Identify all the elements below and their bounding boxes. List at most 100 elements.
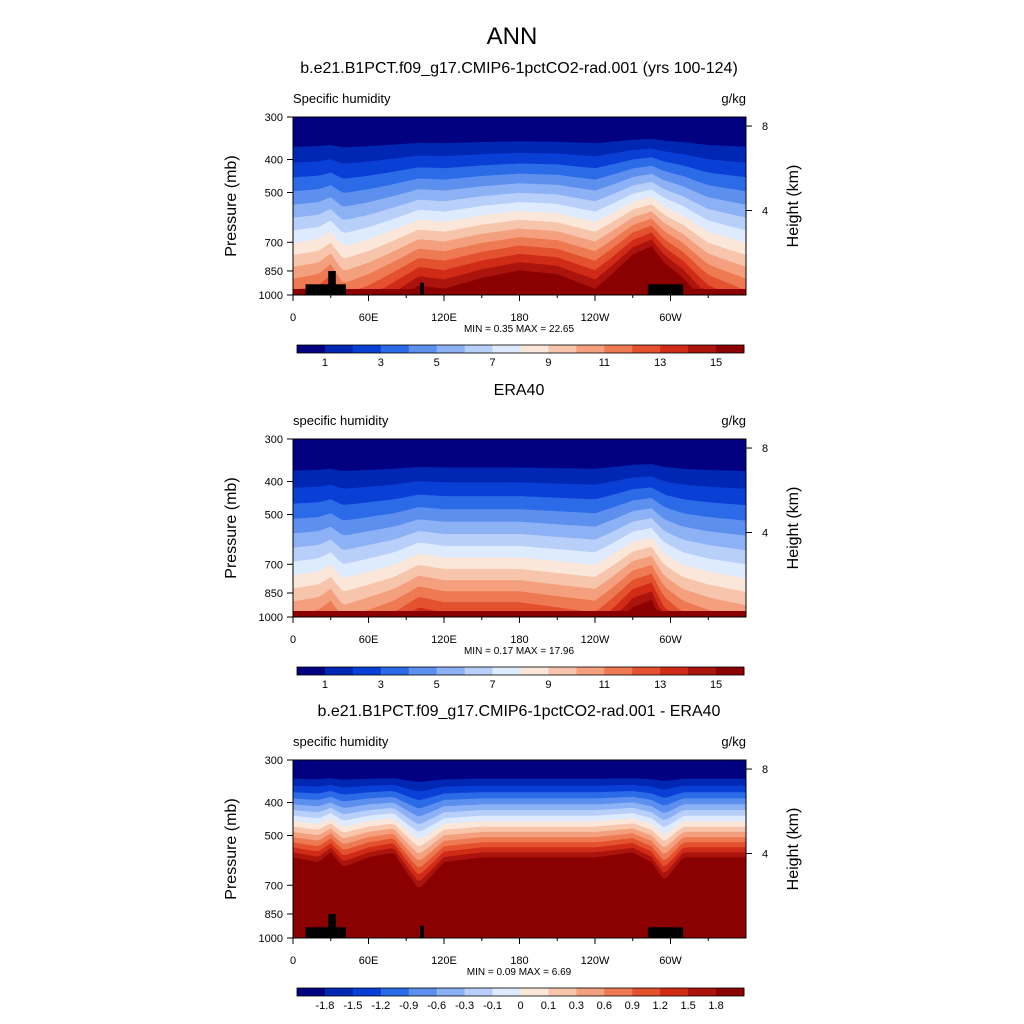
colorbar: 1 3 5 7 9 11 13 15 [296, 666, 745, 691]
colorbar-label: 9 [545, 679, 551, 691]
terrain-mask [420, 282, 424, 295]
colorbar-swatch [520, 667, 549, 675]
units-label: g/kg [721, 413, 746, 428]
colorbar-swatch [520, 345, 549, 353]
colorbar-swatch [297, 667, 326, 675]
y-tick-label: 700 [265, 880, 283, 892]
x-tick-label: 0 [290, 955, 296, 967]
colorbar-label: 11 [599, 679, 610, 691]
field-label: specific humidity [293, 413, 389, 428]
y-tick-label: 1000 [259, 290, 283, 302]
x-tick-label: 60W [659, 312, 682, 324]
terrain-mask [420, 925, 424, 938]
field-label: Specific humidity [293, 91, 391, 106]
colorbar-label: 0 [517, 1000, 523, 1012]
colorbar-label: 13 [654, 679, 666, 691]
y-axis-label: Pressure (mb) [223, 798, 240, 899]
chart-panel-1: b.e21.B1PCT.f09_g17.CMIP6-1pctCO2-rad.00… [223, 60, 802, 369]
x-tick-label: 180 [510, 634, 528, 646]
y-axis-label: Pressure (mb) [223, 477, 240, 578]
colorbar: 1 3 5 7 9 11 13 15 [296, 344, 745, 369]
colorbar-swatch [297, 988, 326, 996]
colorbar-swatch [688, 988, 717, 996]
colorbar-label: 1.2 [653, 1000, 668, 1012]
colorbar-swatch [660, 345, 689, 353]
colorbar-label: 15 [710, 357, 722, 369]
y-tick-label: 400 [265, 155, 283, 167]
x-tick-label: 120W [581, 634, 610, 646]
colorbar-label: 0.3 [569, 1000, 584, 1012]
y2-tick-label: 8 [762, 121, 768, 133]
colorbar-swatch [716, 667, 745, 675]
y-tick-label: 300 [265, 112, 283, 124]
x-tick-label: 120E [431, 634, 457, 646]
colorbar-swatch [408, 667, 438, 675]
colorbar-swatch [632, 667, 661, 675]
colorbar-swatch [520, 988, 549, 996]
colorbar-label: 0.1 [541, 1000, 556, 1012]
y2-tick-label: 8 [762, 443, 768, 455]
colorbar-label: -1.8 [315, 1000, 334, 1012]
colorbar-swatch [380, 345, 410, 353]
terrain-mask [647, 927, 684, 938]
x-tick-label: 0 [290, 634, 296, 646]
colorbar-swatch [464, 667, 493, 675]
contour-band [293, 246, 746, 295]
colorbar-swatch [716, 988, 745, 996]
colorbar-label: 7 [490, 679, 496, 691]
x-tick-label: 120E [431, 955, 457, 967]
colorbar-label: 1 [322, 357, 328, 369]
contour-fill [293, 117, 746, 295]
terrain-mask [328, 270, 336, 295]
colorbar-swatch [660, 667, 689, 675]
y-tick-label: 700 [265, 559, 283, 571]
x-tick-label: 120W [581, 955, 610, 967]
colorbar-label: 1.5 [680, 1000, 695, 1012]
y-tick-label: 1000 [259, 612, 283, 624]
y2-axis-label: Height (km) [785, 808, 802, 891]
panels: b.e21.B1PCT.f09_g17.CMIP6-1pctCO2-rad.00… [223, 60, 802, 1012]
y-tick-label: 300 [265, 434, 283, 446]
y2-axis-label: Height (km) [785, 165, 802, 248]
stats-label: MIN = 0.17 MAX = 17.96 [464, 646, 574, 657]
colorbar-swatch [352, 988, 382, 996]
terrain-mask [328, 913, 336, 938]
y-tick-label: 500 [265, 188, 283, 200]
colorbar-swatch [632, 345, 661, 353]
colorbar-swatch [604, 345, 633, 353]
colorbar-swatch [297, 345, 326, 353]
colorbar-swatch [408, 988, 438, 996]
colorbar-swatch [604, 988, 633, 996]
colorbar-swatch [604, 667, 633, 675]
colorbar-swatch [492, 988, 521, 996]
colorbar: -1.8 -1.5 -1.2 -0.9 -0.6 -0.3 -0.1 0 0.1 0.3 0.6 0.… [296, 987, 745, 1012]
terrain-mask [305, 284, 346, 295]
colorbar-label: 0.9 [625, 1000, 640, 1012]
colorbar-label: 11 [599, 357, 610, 369]
terrain-mask [647, 284, 684, 295]
y-tick-label: 500 [265, 510, 283, 522]
colorbar-label: -1.5 [343, 1000, 362, 1012]
colorbar-swatch [436, 345, 466, 353]
colorbar-frame [296, 666, 745, 676]
colorbar-swatch [548, 345, 577, 353]
contour-band [293, 599, 746, 617]
y2-tick-label: 8 [762, 764, 768, 776]
y-tick-label: 850 [265, 266, 283, 278]
colorbar-label: 3 [378, 679, 384, 691]
colorbar-swatch [576, 988, 605, 996]
colorbar-swatch [548, 667, 577, 675]
colorbar-swatch [548, 988, 577, 996]
colorbar-label: 5 [434, 357, 440, 369]
colorbar-swatch [492, 667, 521, 675]
x-tick-label: 60E [359, 634, 379, 646]
x-tick-label: 60W [659, 955, 682, 967]
colorbar-label: 1.8 [708, 1000, 723, 1012]
colorbar-swatch [324, 667, 354, 675]
colorbar-label: 5 [434, 679, 440, 691]
y-tick-label: 400 [265, 798, 283, 810]
y-tick-label: 500 [265, 831, 283, 843]
x-tick-label: 180 [510, 955, 528, 967]
panel-title: ERA40 [494, 382, 545, 399]
